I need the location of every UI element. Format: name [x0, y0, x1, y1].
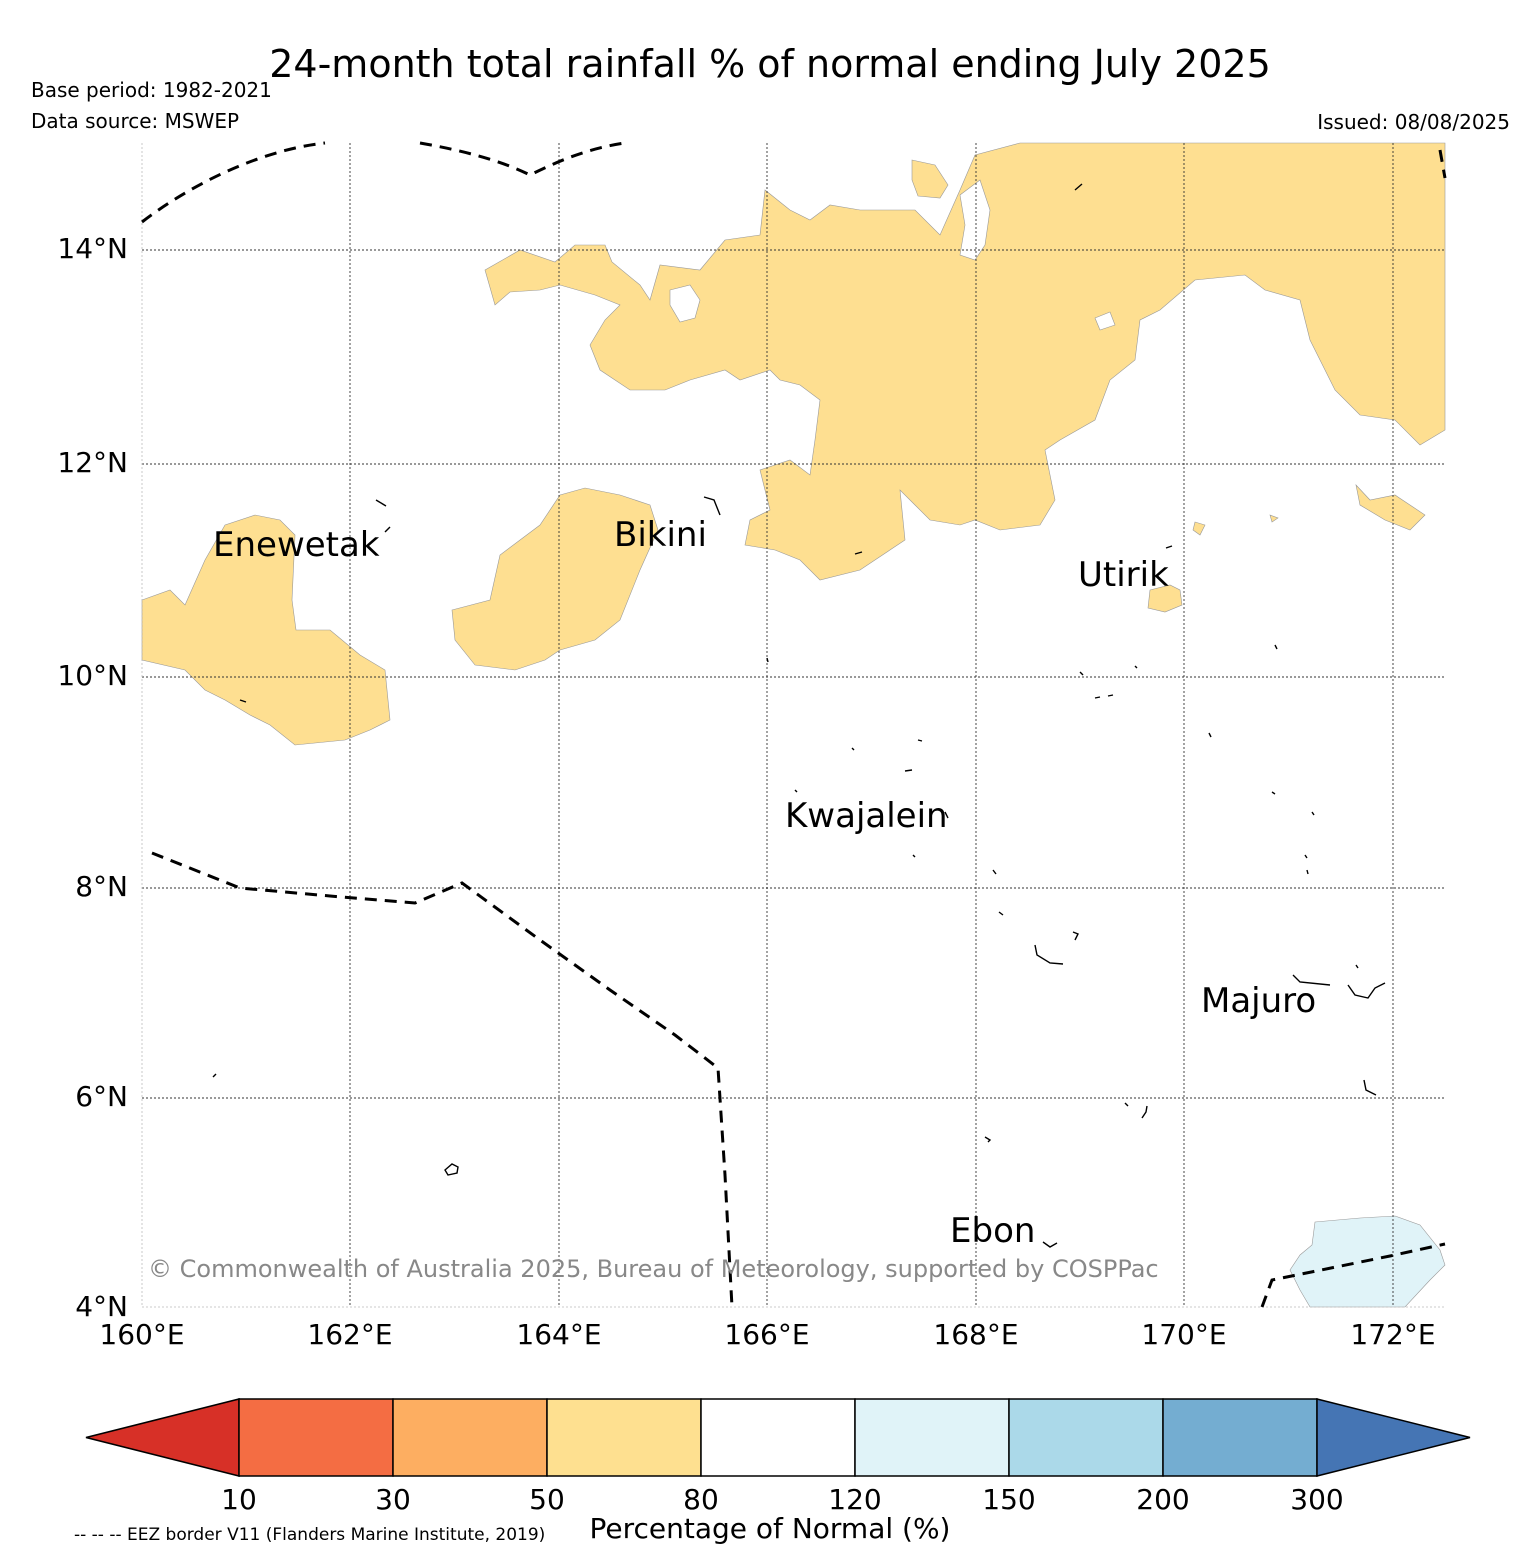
- lat-label-4n: 4°N: [75, 1290, 128, 1323]
- colorbar-tick-30: 30: [375, 1483, 411, 1516]
- lon-label-164e: 164°E: [516, 1318, 602, 1351]
- base-period: Base period: 1982-2021: [31, 78, 272, 102]
- colorbar-segment: [854, 1398, 1010, 1477]
- colorbar-segment: [392, 1398, 548, 1477]
- region-bikini: [451, 487, 659, 671]
- graticule: [142, 143, 1445, 1307]
- copyright-notice: © Commonwealth of Australia 2025, Bureau…: [148, 1255, 1159, 1283]
- region-speck-1: [1192, 521, 1206, 536]
- lon-label-170e: 170°E: [1141, 1318, 1227, 1351]
- region-north-band: [484, 142, 1446, 581]
- lat-label-14n: 14°N: [57, 232, 128, 265]
- colorbar-tick-120: 120: [828, 1483, 882, 1516]
- region-north-hole-1: [669, 284, 701, 323]
- colorbar-segment: [238, 1398, 394, 1477]
- colorbar: [85, 1398, 1471, 1477]
- region-speck-2: [1269, 514, 1279, 523]
- colorbar-tick-10: 10: [221, 1483, 257, 1516]
- place-bikini: Bikini: [614, 515, 707, 555]
- lat-label-8n: 8°N: [75, 870, 128, 903]
- eez-borders: [141, 141, 1447, 1308]
- place-enewetak: Enewetak: [213, 525, 380, 565]
- colorbar-tick-80: 80: [683, 1483, 719, 1516]
- data-source: Data source: MSWEP: [31, 109, 240, 133]
- lon-label-166e: 166°E: [724, 1318, 810, 1351]
- rainfall-50-80-regions: [141, 142, 1446, 746]
- lat-label-12n: 12°N: [57, 446, 128, 479]
- colorbar-tick-200: 200: [1136, 1483, 1190, 1516]
- colorbar-segment: [700, 1398, 856, 1477]
- lon-label-172e: 172°E: [1350, 1318, 1436, 1351]
- eez-legend-note: -- -- -- EEZ border V11 (Flanders Marine…: [74, 1525, 546, 1545]
- lat-label-10n: 10°N: [57, 659, 128, 692]
- colorbar-tick-50: 50: [529, 1483, 565, 1516]
- map-frame-edges: [141, 143, 1445, 1308]
- map-title: 24-month total rainfall % of normal endi…: [269, 42, 1271, 86]
- rainfall-map: [141, 141, 1447, 1308]
- colorbar-tick-150: 150: [982, 1483, 1036, 1516]
- colorbar-extend-high: [1316, 1398, 1471, 1477]
- issued-date: Issued: 08/08/2025: [1317, 110, 1510, 134]
- region-north-hole-2: [959, 179, 991, 261]
- region-enewetak: [141, 514, 391, 746]
- lon-label-160e: 160°E: [99, 1318, 185, 1351]
- atolls: [212, 183, 1386, 1248]
- place-utirik: Utirik: [1078, 555, 1169, 595]
- place-kwajalein: Kwajalein: [785, 796, 948, 836]
- colorbar-segment: [1162, 1398, 1318, 1477]
- colorbar-title: Percentage of Normal (%): [589, 1512, 951, 1545]
- colorbar-segment: [1008, 1398, 1164, 1477]
- lon-label-168e: 168°E: [933, 1318, 1019, 1351]
- region-north-hole-3: [1094, 311, 1116, 331]
- place-ebon: Ebon: [950, 1211, 1036, 1251]
- lon-label-162e: 162°E: [307, 1318, 393, 1351]
- place-majuro: Majuro: [1201, 981, 1317, 1021]
- colorbar-tick-300: 300: [1290, 1483, 1344, 1516]
- colorbar-segment: [546, 1398, 702, 1477]
- region-east-lobe: [1355, 484, 1426, 531]
- region-utirik: [1147, 584, 1183, 613]
- lat-label-6n: 6°N: [75, 1080, 128, 1113]
- region-small-north: [911, 159, 949, 199]
- colorbar-extend-low: [85, 1398, 240, 1477]
